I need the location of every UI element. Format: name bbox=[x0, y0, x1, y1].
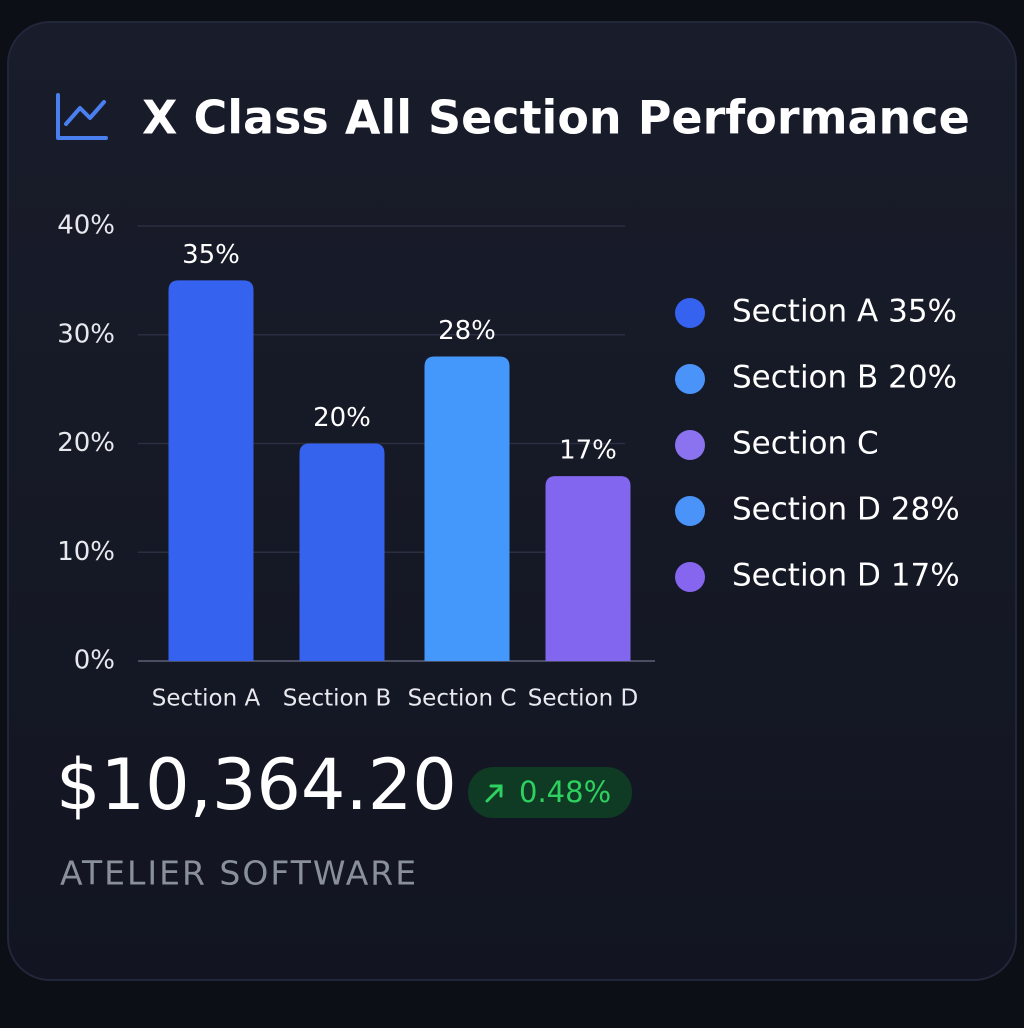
footer: ATELIER SOFTWARE bbox=[60, 854, 418, 893]
y-tick-label: 40% bbox=[57, 211, 115, 241]
legend-label: Section B 20% bbox=[732, 360, 957, 396]
legend-swatch bbox=[675, 364, 705, 394]
price: $10,364.20 bbox=[56, 744, 457, 826]
legend-swatch bbox=[675, 496, 705, 526]
legend-label: Section C bbox=[732, 426, 879, 462]
y-tick-label: 20% bbox=[57, 428, 115, 458]
bar bbox=[424, 356, 510, 661]
x-tick-label: Section B bbox=[283, 686, 392, 712]
x-tick-label: Section A bbox=[152, 686, 261, 712]
value-label: 20% bbox=[313, 403, 371, 433]
card bbox=[7, 21, 1017, 981]
bar bbox=[168, 280, 254, 661]
x-tick-label: Section D bbox=[528, 686, 638, 712]
chart-icon bbox=[56, 93, 108, 140]
legend-label: Section A 35% bbox=[732, 294, 957, 330]
legend-swatch bbox=[675, 562, 705, 592]
change-badge bbox=[468, 767, 632, 818]
legend-label: Section D 17% bbox=[732, 558, 960, 594]
value-label: 35% bbox=[182, 240, 240, 270]
bar bbox=[299, 443, 385, 661]
chart-title: X Class All Section Performance bbox=[142, 91, 970, 145]
x-tick-label: Section C bbox=[408, 686, 517, 712]
bar bbox=[545, 476, 631, 661]
legend-label: Section D 28% bbox=[732, 492, 960, 528]
legend-swatch bbox=[675, 430, 705, 460]
y-tick-label: 0% bbox=[74, 646, 115, 676]
y-tick-label: 30% bbox=[57, 319, 115, 349]
value-label: 17% bbox=[559, 436, 617, 466]
value-label: 28% bbox=[438, 316, 496, 346]
change-value: 0.48% bbox=[519, 775, 611, 809]
y-tick-label: 10% bbox=[57, 537, 115, 567]
legend-swatch bbox=[675, 298, 705, 328]
up-arrow bbox=[485, 784, 503, 803]
